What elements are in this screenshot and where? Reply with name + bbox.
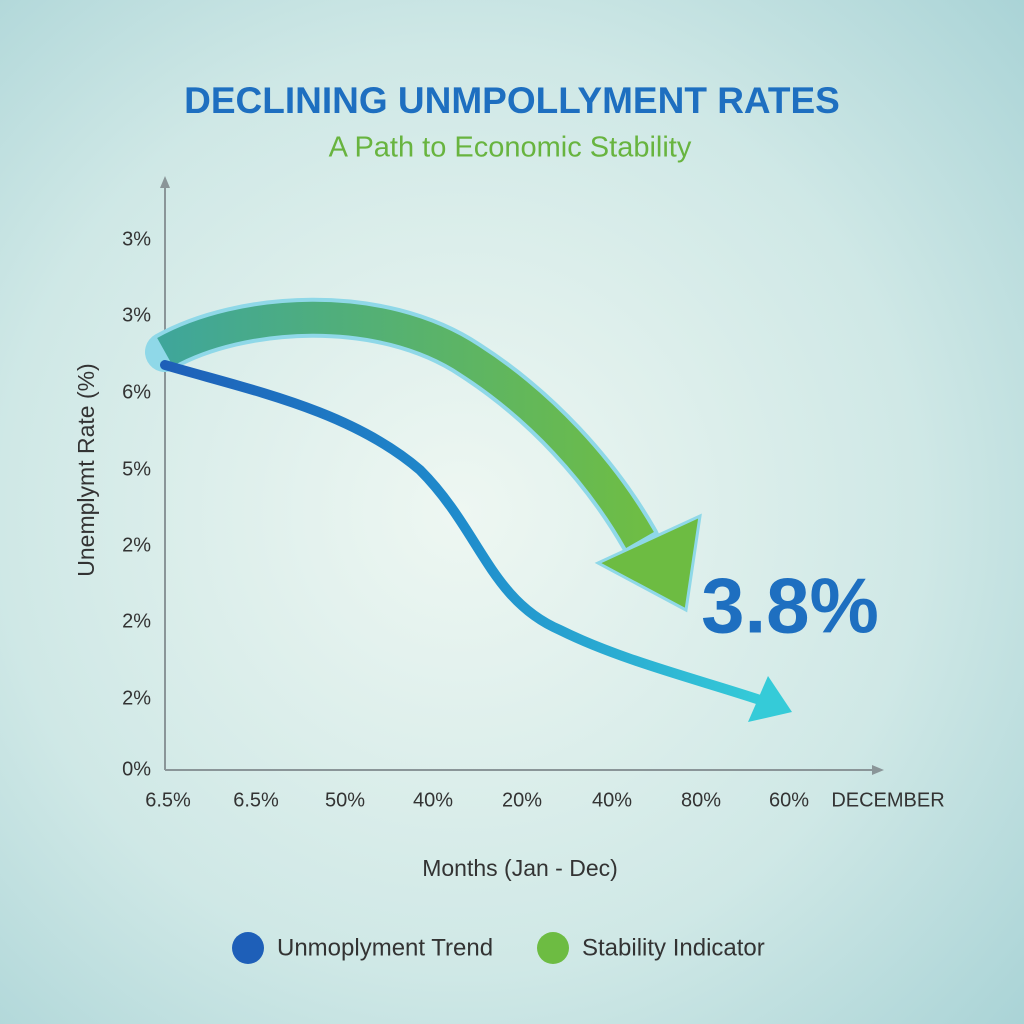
legend-swatch	[537, 932, 569, 964]
x-tick-label: 40%	[592, 789, 632, 811]
legend-label: Unmoplyment Trend	[277, 934, 493, 961]
x-tick-label: 6.5%	[233, 789, 279, 811]
stability-arrow	[157, 301, 654, 548]
x-tick-label: 40%	[413, 789, 453, 811]
y-tick-label: 5%	[122, 458, 151, 480]
x-tick-label: 50%	[325, 789, 365, 811]
legend-swatch	[232, 932, 264, 964]
y-tick-label: 3%	[122, 228, 151, 250]
y-tick-label: 6%	[122, 381, 151, 403]
y-tick-label: 2%	[122, 687, 151, 709]
x-axis-arrow	[872, 765, 884, 775]
x-tick-label: 80%	[681, 789, 721, 811]
x-tick-label: 6.5%	[145, 789, 191, 811]
y-tick-label: 0%	[122, 758, 151, 780]
axes	[160, 176, 884, 775]
y-axis-arrow	[160, 176, 170, 188]
y-tick-label: 3%	[122, 304, 151, 326]
legend-label: Stability Indicator	[582, 934, 765, 961]
trend-line	[160, 360, 765, 705]
title: DECLINING UNMPOLLYMENT RATES	[184, 80, 840, 121]
trend-arrowhead	[748, 676, 792, 722]
x-tick-label: DECEMBER	[831, 789, 944, 811]
callout-value: 3.8%	[701, 562, 879, 650]
x-axis-title: Months (Jan - Dec)	[422, 855, 618, 881]
y-axis-title: Unemplymt Rate (%)	[73, 363, 99, 576]
x-tick-label: 60%	[769, 789, 809, 811]
y-tick-label: 2%	[122, 610, 151, 632]
stability-arrowhead	[594, 513, 702, 613]
x-tick-label: 20%	[502, 789, 542, 811]
y-tick-label: 2%	[122, 534, 151, 556]
subtitle: A Path to Economic Stability	[329, 132, 692, 164]
